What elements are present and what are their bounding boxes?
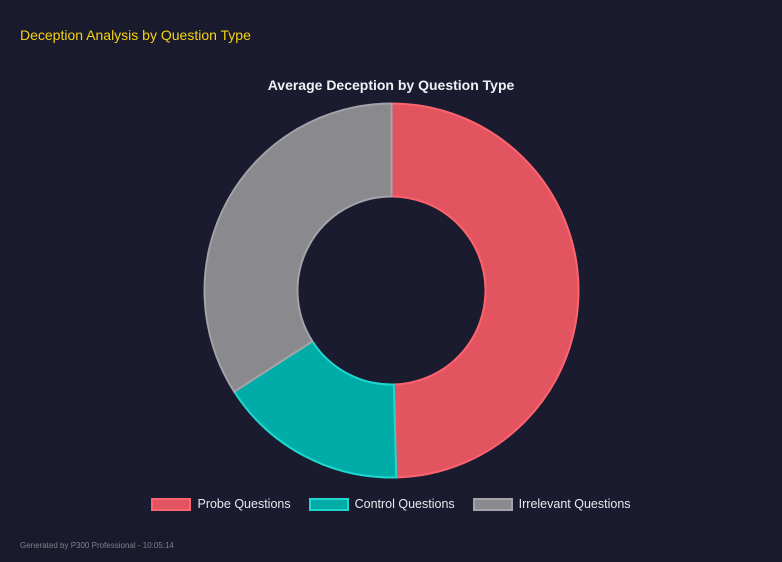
legend-label: Probe Questions: [197, 497, 291, 511]
donut-slice-irrelevant-questions[interactable]: [203, 102, 393, 394]
legend-item-control[interactable]: Control Questions: [308, 497, 455, 511]
donut-slice-control-questions[interactable]: [232, 339, 398, 479]
legend-swatch: [151, 497, 192, 511]
legend-item-probe[interactable]: Probe Questions: [151, 497, 291, 511]
section-title: Deception Analysis by Question Type: [20, 27, 251, 43]
donut-slice-probe-questions[interactable]: [390, 102, 580, 479]
legend-swatch: [308, 497, 349, 511]
legend-swatch: [472, 497, 513, 511]
legend-item-irrelevant[interactable]: Irrelevant Questions: [472, 497, 631, 511]
legend-label: Irrelevant Questions: [518, 497, 631, 511]
legend-label: Control Questions: [354, 497, 455, 511]
footer-text: Generated by P300 Professional - 10:05:1…: [20, 541, 174, 550]
legend: Probe Questions Control Questions Irrele…: [0, 497, 782, 511]
chart-title: Average Deception by Question Type: [267, 77, 515, 93]
